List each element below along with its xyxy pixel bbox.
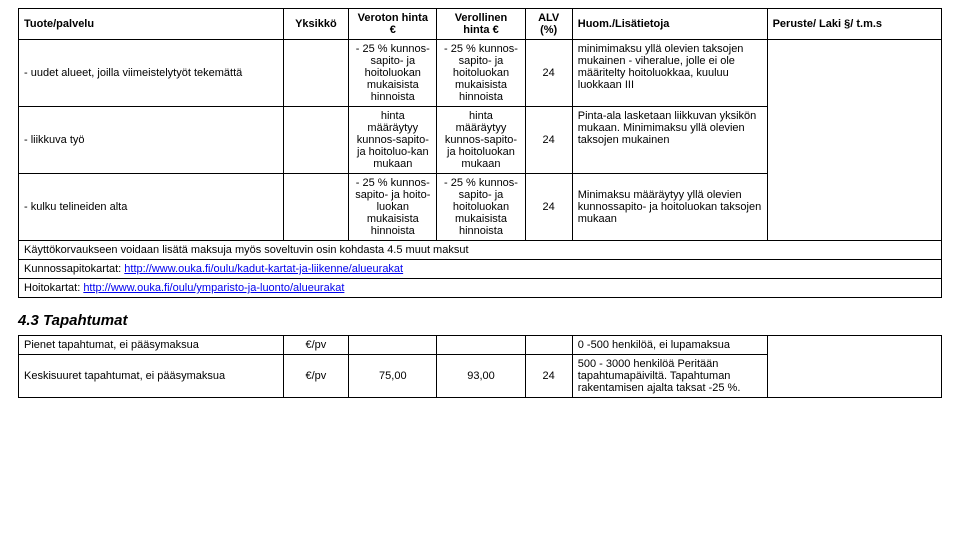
hoito-link[interactable]: http://www.ouka.fi/oulu/ymparisto-ja-luo… xyxy=(83,282,344,294)
table-note-row: Käyttökorvaukseen voidaan lisätä maksuja… xyxy=(19,241,942,260)
cell-net: - 25 % kunnos-sapito- ja hoitoluokan muk… xyxy=(349,40,437,107)
link-label: Hoitokartat: xyxy=(24,282,83,294)
cell-gross: hinta määräytyy kunnos-sapito- ja hoitol… xyxy=(437,107,525,174)
kunnossapito-link[interactable]: http://www.ouka.fi/oulu/kadut-kartat-ja-… xyxy=(124,263,403,275)
cell-vat: 24 xyxy=(525,107,572,174)
cell-product: Keskisuuret tapahtumat, ei pääsymaksua xyxy=(19,355,284,398)
cell-basis xyxy=(767,336,941,398)
cell-vat: 24 xyxy=(525,40,572,107)
cell-vat: 24 xyxy=(525,355,572,398)
link-label: Kunnossapitokartat: xyxy=(24,263,124,275)
cell-product: - kulku telineiden alta xyxy=(19,174,284,241)
cell-notes: Minimaksu määräytyy yllä olevien kunnoss… xyxy=(572,174,767,241)
link-cell: Hoitokartat: http://www.ouka.fi/oulu/ymp… xyxy=(19,279,942,298)
table-header-row: Tuote/palvelu Yksikkö Veroton hinta € Ve… xyxy=(19,9,942,40)
table-link-row: Hoitokartat: http://www.ouka.fi/oulu/ymp… xyxy=(19,279,942,298)
cell-gross: - 25 % kunnos-sapito- ja hoitoluokan muk… xyxy=(437,174,525,241)
section-heading: 4.3 Tapahtumat xyxy=(18,312,942,329)
cell-notes: 0 -500 henkilöä, ei lupamaksua xyxy=(572,336,767,355)
table-link-row: Kunnossapitokartat: http://www.ouka.fi/o… xyxy=(19,260,942,279)
cell-gross: 93,00 xyxy=(437,355,525,398)
cell-net: hinta määräytyy kunnos-sapito- ja hoitol… xyxy=(349,107,437,174)
cell-unit xyxy=(283,40,349,107)
cell-notes: 500 - 3000 henkilöä Peritään tapahtumapä… xyxy=(572,355,767,398)
pricing-table-1: Tuote/palvelu Yksikkö Veroton hinta € Ve… xyxy=(18,8,942,298)
link-cell: Kunnossapitokartat: http://www.ouka.fi/o… xyxy=(19,260,942,279)
cell-product: - liikkuva työ xyxy=(19,107,284,174)
table-row: - uudet alueet, joilla viimeistelytyöt t… xyxy=(19,40,942,107)
cell-net: - 25 % kunnos-sapito- ja hoito-luokan mu… xyxy=(349,174,437,241)
col-header-basis: Peruste/ Laki §/ t.m.s xyxy=(767,9,941,40)
cell-unit: €/pv xyxy=(283,336,349,355)
cell-gross: - 25 % kunnos-sapito- ja hoitoluokan muk… xyxy=(437,40,525,107)
cell-gross xyxy=(437,336,525,355)
col-header-price-gross: Verollinen hinta € xyxy=(437,9,525,40)
cell-vat xyxy=(525,336,572,355)
col-header-notes: Huom./Lisätietoja xyxy=(572,9,767,40)
table-row: Pienet tapahtumat, ei pääsymaksua €/pv 0… xyxy=(19,336,942,355)
cell-net: 75,00 xyxy=(349,355,437,398)
note-text: Käyttökorvaukseen voidaan lisätä maksuja… xyxy=(19,241,942,260)
cell-notes: minimimaksu yllä olevien taksojen mukain… xyxy=(572,40,767,107)
col-header-product: Tuote/palvelu xyxy=(19,9,284,40)
cell-net xyxy=(349,336,437,355)
cell-basis xyxy=(767,40,941,241)
cell-unit: €/pv xyxy=(283,355,349,398)
col-header-price-net: Veroton hinta € xyxy=(349,9,437,40)
cell-notes: Pinta-ala lasketaan liikkuvan yksikön mu… xyxy=(572,107,767,174)
cell-unit xyxy=(283,107,349,174)
cell-product: Pienet tapahtumat, ei pääsymaksua xyxy=(19,336,284,355)
cell-unit xyxy=(283,174,349,241)
pricing-table-2: Pienet tapahtumat, ei pääsymaksua €/pv 0… xyxy=(18,335,942,398)
col-header-unit: Yksikkö xyxy=(283,9,349,40)
cell-vat: 24 xyxy=(525,174,572,241)
col-header-vat: ALV (%) xyxy=(525,9,572,40)
cell-product: - uudet alueet, joilla viimeistelytyöt t… xyxy=(19,40,284,107)
